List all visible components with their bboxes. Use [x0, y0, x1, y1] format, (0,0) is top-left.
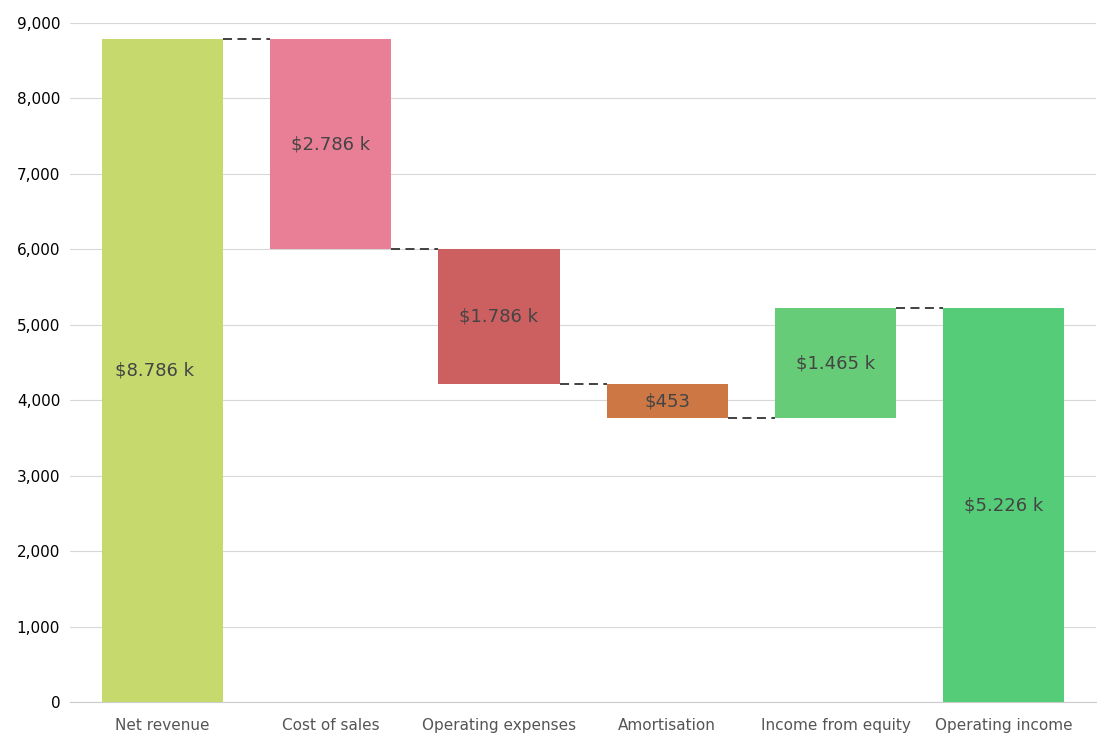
Bar	[270, 39, 392, 249]
Text: $2.786 k: $2.786 k	[292, 135, 371, 153]
Text: $5.226 k: $5.226 k	[964, 496, 1043, 514]
Text: $1.465 k: $1.465 k	[796, 354, 875, 372]
Bar	[102, 39, 223, 702]
Bar	[439, 249, 560, 384]
Bar	[607, 384, 728, 418]
Bar	[943, 308, 1064, 702]
Text: $8.786 k: $8.786 k	[115, 362, 194, 380]
Text: $453: $453	[644, 392, 690, 410]
Bar	[775, 308, 896, 419]
Text: $1.786 k: $1.786 k	[460, 308, 539, 326]
